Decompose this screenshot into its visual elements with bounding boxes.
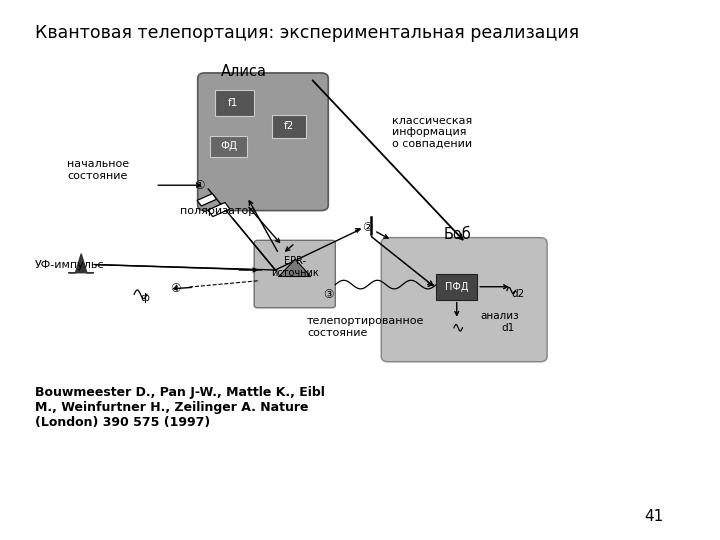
Text: Квантовая телепортация: экспериментальная реализация: Квантовая телепортация: экспериментальна… — [35, 24, 580, 42]
Polygon shape — [208, 202, 230, 217]
Polygon shape — [68, 254, 94, 273]
Text: начальное
состояние: начальное состояние — [67, 159, 129, 181]
FancyBboxPatch shape — [254, 240, 336, 308]
Text: Боб: Боб — [444, 227, 471, 242]
FancyBboxPatch shape — [198, 73, 328, 211]
FancyBboxPatch shape — [436, 274, 477, 300]
Text: Bouwmeester D., Pan J-W., Mattle K., Eibl
M., Weinfurtner H., Zeilinger A. Natur: Bouwmeester D., Pan J-W., Mattle K., Eib… — [35, 386, 325, 429]
Text: ①: ① — [194, 179, 204, 192]
FancyBboxPatch shape — [381, 238, 547, 362]
Text: телепортированное
состояние: телепортированное состояние — [307, 316, 425, 338]
Text: ПФД: ПФД — [445, 282, 469, 292]
Text: анализ: анализ — [480, 311, 519, 321]
Text: ФД: ФД — [220, 141, 238, 151]
Text: EPR-
источник: EPR- источник — [271, 256, 319, 278]
FancyBboxPatch shape — [215, 90, 254, 116]
Text: d1: d1 — [501, 323, 515, 333]
Text: ф: ф — [140, 293, 149, 303]
Text: ④: ④ — [170, 282, 180, 295]
FancyBboxPatch shape — [210, 136, 247, 157]
Text: ③: ③ — [323, 288, 333, 301]
Text: 41: 41 — [644, 509, 664, 524]
Text: классическая
информация
о совпадении: классическая информация о совпадении — [392, 116, 472, 149]
Text: поляризатор: поляризатор — [180, 206, 256, 215]
Polygon shape — [197, 194, 217, 206]
Polygon shape — [279, 259, 310, 276]
Text: УФ-импульс: УФ-импульс — [35, 260, 105, 269]
Text: f1: f1 — [228, 98, 238, 107]
Text: Алиса: Алиса — [220, 64, 266, 79]
Text: f2: f2 — [284, 122, 294, 131]
FancyBboxPatch shape — [272, 115, 306, 138]
Text: ②: ② — [362, 221, 372, 234]
Text: d2: d2 — [512, 289, 525, 299]
